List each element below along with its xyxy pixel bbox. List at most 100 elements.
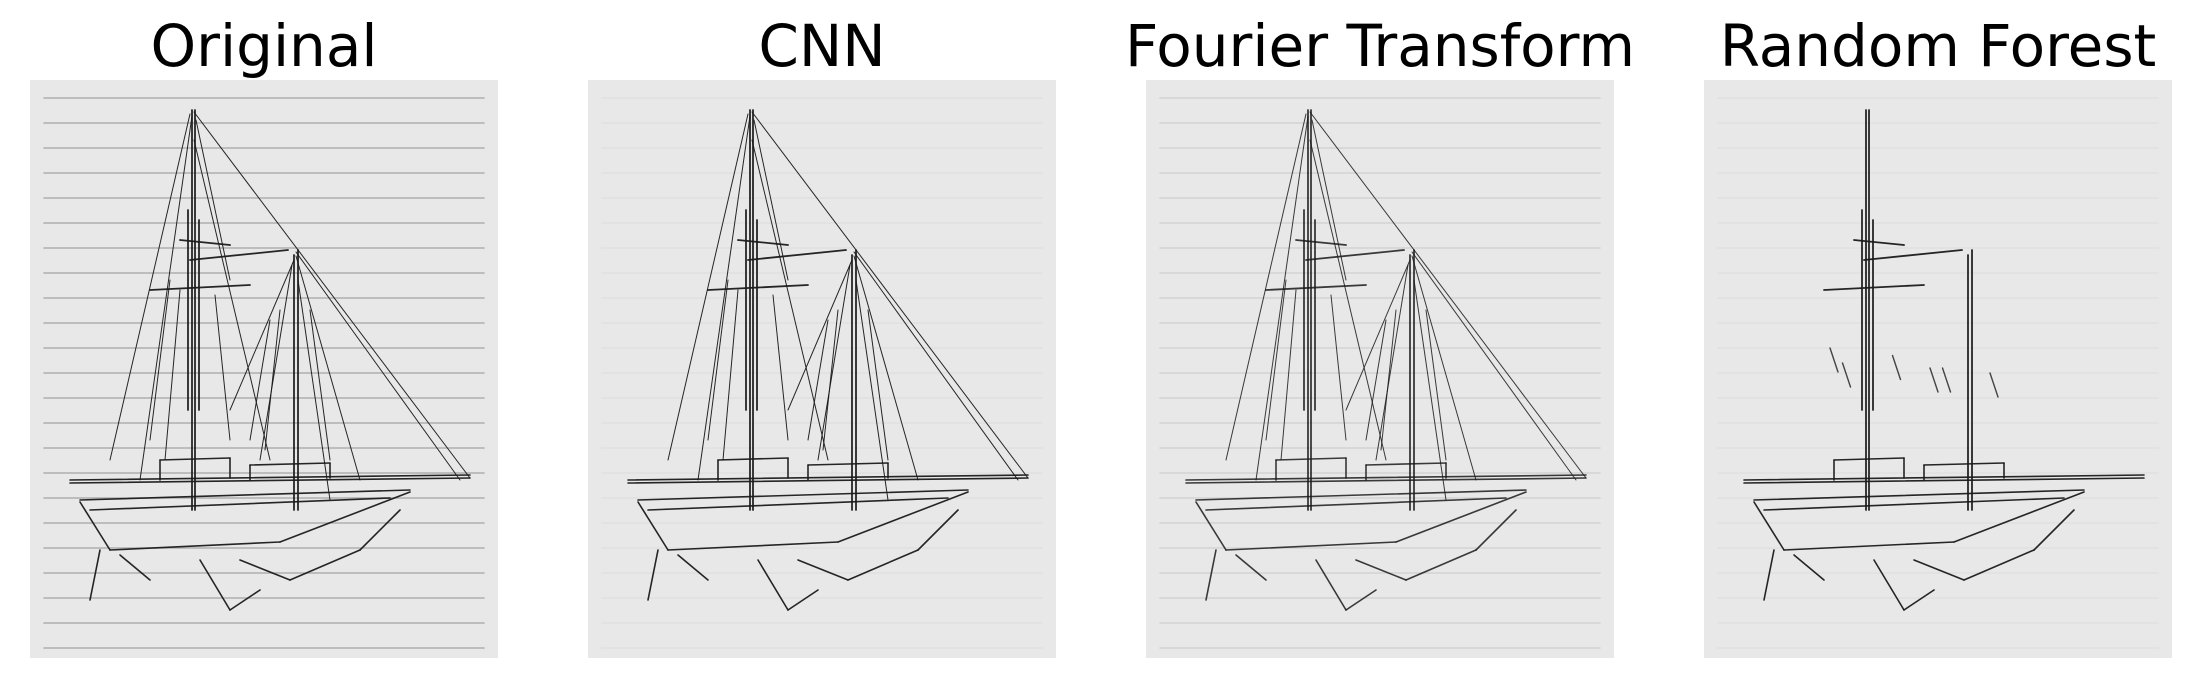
sketch-stroke xyxy=(1295,239,1347,246)
sketch-stroke xyxy=(359,509,401,551)
sketch-stroke xyxy=(917,509,959,551)
sketch-stroke xyxy=(757,559,789,611)
panel-fourier-transform: Fourier Transform xyxy=(1125,0,1635,680)
sketch-stroke xyxy=(1929,367,1939,393)
sketch-stroke xyxy=(707,279,729,441)
sketch-stroke xyxy=(1365,319,1387,441)
sketch-stroke xyxy=(787,259,853,411)
sketch-stroke xyxy=(89,549,101,601)
sketch-stroke xyxy=(1863,249,1963,261)
sketch-stroke xyxy=(249,462,331,466)
sketch-stroke xyxy=(753,119,789,281)
sketch-stroke xyxy=(647,549,659,601)
sketch-stroke xyxy=(1309,139,1387,461)
sketch-stroke xyxy=(119,554,151,581)
panel-title-fourier-transform: Fourier Transform xyxy=(1125,12,1635,80)
panel-title-original: Original xyxy=(150,12,378,80)
sketch-stroke xyxy=(1941,367,1952,393)
sketch-stroke xyxy=(1225,113,1307,461)
sketch-stroke xyxy=(1305,249,1405,261)
sketch-stroke xyxy=(279,491,411,543)
sketch-stroke xyxy=(677,554,709,581)
sketch-stroke xyxy=(1280,289,1297,461)
sketch-stroke xyxy=(807,462,889,466)
sketch-stroke xyxy=(229,259,295,411)
sketch-stroke xyxy=(1375,264,1409,461)
sketch-stroke xyxy=(179,239,231,246)
sketch-stroke xyxy=(1833,457,1905,461)
sketch-stroke xyxy=(214,294,231,441)
sketch-stroke xyxy=(722,289,739,461)
image-fourier-transform xyxy=(1146,80,1614,658)
sketch-stroke xyxy=(637,501,669,551)
sketch-stroke xyxy=(1235,554,1267,581)
sketch-stroke xyxy=(89,497,391,511)
sketch-stroke xyxy=(1989,372,1999,398)
sketch-stroke xyxy=(1395,491,1527,543)
sketch-stroke xyxy=(1315,559,1347,611)
sketch-stroke xyxy=(1311,119,1347,281)
sketch-stroke xyxy=(855,279,889,501)
panel-title-cnn: CNN xyxy=(758,12,886,80)
sketch-stroke xyxy=(109,113,191,461)
sketch-stroke xyxy=(195,119,231,281)
sketch-stroke xyxy=(1195,501,1227,551)
sketch-stroke xyxy=(1763,497,2065,511)
sketch-stroke xyxy=(853,251,1019,481)
sketch-stroke xyxy=(1425,309,1447,461)
image-cnn xyxy=(588,80,1056,658)
sketch-stroke xyxy=(751,139,829,461)
sketch-stroke xyxy=(193,111,471,479)
sketch-stroke xyxy=(637,489,969,501)
sketch-stroke xyxy=(751,111,1029,479)
sketch-stroke xyxy=(707,284,809,291)
sketch-stroke xyxy=(259,264,293,461)
sketch-stroke xyxy=(787,589,819,611)
sketch-stroke xyxy=(1195,489,1527,501)
sketch-stroke xyxy=(149,279,171,441)
sketch-stroke xyxy=(1783,541,1955,551)
sketch-stroke xyxy=(295,251,461,481)
sketch-stroke xyxy=(1793,554,1825,581)
sailboat-sketch-random-forest xyxy=(1717,97,2159,649)
sketch-stroke xyxy=(1405,549,1477,581)
sketch-stroke xyxy=(1753,501,1785,551)
sketch-stroke xyxy=(239,559,291,581)
sketch-stroke xyxy=(1345,259,1411,411)
sketch-stroke xyxy=(822,309,839,451)
sketch-stroke xyxy=(772,294,789,441)
sketch-stroke xyxy=(1923,462,2005,466)
panel-title-random-forest: Random Forest xyxy=(1719,12,2157,80)
sketch-stroke xyxy=(797,559,849,581)
sketch-stroke xyxy=(229,589,261,611)
sketch-stroke xyxy=(1205,549,1217,601)
sketch-stroke xyxy=(1829,347,1839,373)
sketch-stroke xyxy=(1841,362,1852,388)
sketch-stroke xyxy=(2033,509,2075,551)
sketch-stroke xyxy=(747,249,847,261)
sailboat-sketch-fourier-transform xyxy=(1159,97,1601,649)
sketch-stroke xyxy=(627,474,1029,481)
sketch-stroke xyxy=(79,501,111,551)
sketch-stroke xyxy=(1891,354,1902,381)
sketch-stroke xyxy=(79,489,411,501)
sketch-stroke xyxy=(189,249,289,261)
sketch-stroke xyxy=(1185,477,1587,484)
sketch-stroke xyxy=(1309,111,1587,479)
sketch-stroke xyxy=(717,457,789,461)
sketch-stroke xyxy=(297,279,331,501)
sketch-stroke xyxy=(853,255,919,481)
sketch-stroke xyxy=(1903,589,1935,611)
sketch-stroke xyxy=(1823,284,1925,291)
sketch-stroke xyxy=(149,284,251,291)
sketch-stroke xyxy=(1255,115,1309,481)
sketch-stroke xyxy=(249,319,271,441)
sketch-stroke xyxy=(847,549,919,581)
sketch-stroke xyxy=(1345,589,1377,611)
sketch-stroke xyxy=(1753,489,2085,501)
sketch-stroke xyxy=(295,255,361,481)
sketch-stroke xyxy=(1413,279,1447,501)
sketch-stroke xyxy=(837,491,969,543)
sketch-stroke xyxy=(667,113,749,461)
image-random-forest xyxy=(1704,80,2172,658)
